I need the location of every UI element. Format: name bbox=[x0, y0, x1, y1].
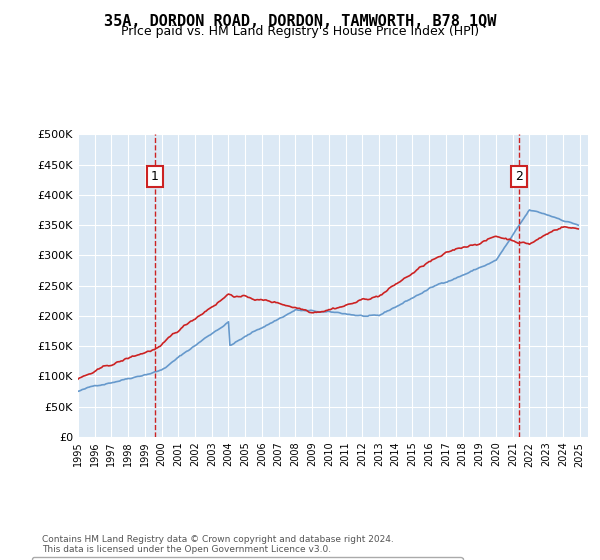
Text: 35A, DORDON ROAD, DORDON, TAMWORTH, B78 1QW: 35A, DORDON ROAD, DORDON, TAMWORTH, B78 … bbox=[104, 14, 496, 29]
Text: 1: 1 bbox=[151, 170, 159, 183]
Text: Price paid vs. HM Land Registry's House Price Index (HPI): Price paid vs. HM Land Registry's House … bbox=[121, 25, 479, 38]
Legend: 35A, DORDON ROAD, DORDON, TAMWORTH, B78 1QW (detached house), HPI: Average price: 35A, DORDON ROAD, DORDON, TAMWORTH, B78 … bbox=[32, 557, 463, 560]
Text: 2: 2 bbox=[515, 170, 523, 183]
Text: Contains HM Land Registry data © Crown copyright and database right 2024.
This d: Contains HM Land Registry data © Crown c… bbox=[42, 535, 394, 554]
